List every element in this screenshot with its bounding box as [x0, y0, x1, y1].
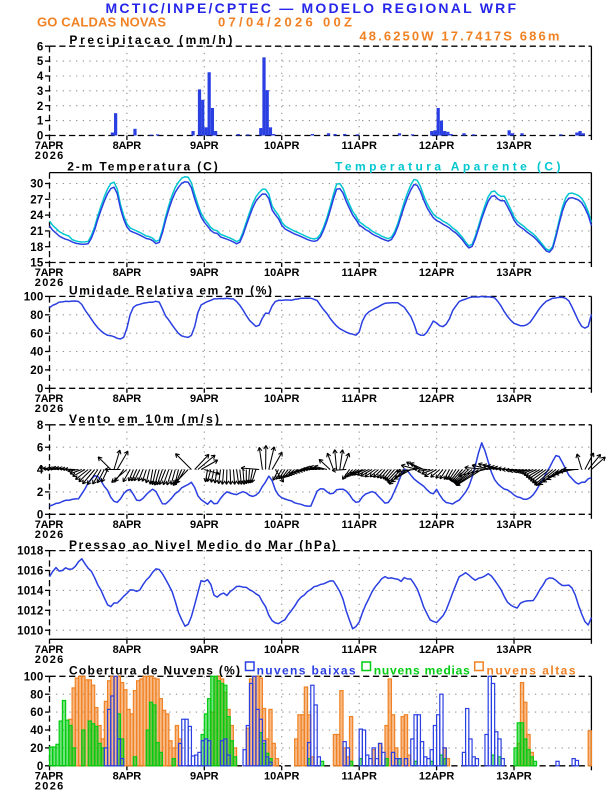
svg-text:0: 0 [37, 509, 44, 521]
svg-text:100: 100 [24, 671, 44, 683]
svg-text:20: 20 [30, 743, 43, 755]
svg-text:2026: 2026 [35, 403, 64, 415]
svg-text:07/04/2026 00Z: 07/04/2026 00Z [218, 15, 352, 30]
svg-text:2026: 2026 [35, 780, 64, 792]
svg-text:7APR: 7APR [35, 140, 64, 152]
svg-text:13APR: 13APR [496, 644, 532, 656]
svg-text:18: 18 [30, 242, 44, 254]
svg-text:13APR: 13APR [496, 770, 532, 782]
svg-text:1010: 1010 [17, 625, 43, 637]
svg-text:2026: 2026 [35, 529, 64, 541]
svg-text:nuvens medias: nuvens medias [374, 663, 470, 677]
svg-text:12APR: 12APR [419, 140, 455, 152]
svg-text:21: 21 [30, 226, 44, 238]
svg-text:100: 100 [24, 292, 44, 304]
svg-text:7APR: 7APR [35, 267, 64, 279]
svg-text:48.6250W 17.7417S 686m: 48.6250W 17.7417S 686m [359, 28, 559, 43]
svg-text:12APR: 12APR [419, 770, 455, 782]
svg-text:15: 15 [30, 258, 44, 270]
svg-text:Cobertura de Nuvens (%): Cobertura de Nuvens (%) [69, 663, 240, 677]
svg-text:9APR: 9APR [190, 519, 219, 531]
svg-text:10APR: 10APR [264, 644, 300, 656]
svg-text:1016: 1016 [17, 566, 43, 578]
svg-text:8: 8 [37, 420, 44, 432]
svg-text:9APR: 9APR [190, 140, 219, 152]
svg-text:10APR: 10APR [264, 267, 300, 279]
svg-text:7APR: 7APR [35, 519, 64, 531]
svg-text:1014: 1014 [17, 586, 44, 598]
svg-text:5: 5 [37, 56, 44, 68]
svg-text:2: 2 [37, 101, 44, 113]
svg-text:12APR: 12APR [419, 393, 455, 405]
svg-text:8APR: 8APR [113, 140, 142, 152]
svg-text:8APR: 8APR [113, 770, 142, 782]
svg-text:2-m Temperatura (C): 2-m Temperatura (C) [67, 160, 218, 174]
svg-text:11APR: 11APR [341, 770, 377, 782]
svg-text:GO CALDAS NOVAS: GO CALDAS NOVAS [37, 15, 166, 30]
svg-text:2026: 2026 [35, 277, 64, 289]
svg-text:4: 4 [37, 71, 44, 83]
svg-text:2026: 2026 [35, 150, 64, 162]
svg-text:11APR: 11APR [341, 519, 377, 531]
svg-text:Umidade Relativa em 2m (%): Umidade Relativa em 2m (%) [69, 283, 272, 297]
svg-text:1012: 1012 [17, 605, 43, 617]
svg-text:60: 60 [30, 328, 43, 340]
svg-text:12APR: 12APR [419, 519, 455, 531]
svg-text:9APR: 9APR [190, 770, 219, 782]
svg-text:12APR: 12APR [419, 644, 455, 656]
svg-text:13APR: 13APR [496, 393, 532, 405]
svg-text:3: 3 [37, 86, 44, 98]
svg-text:10APR: 10APR [264, 519, 300, 531]
svg-text:80: 80 [30, 310, 43, 322]
svg-text:8APR: 8APR [113, 519, 142, 531]
svg-text:11APR: 11APR [341, 644, 377, 656]
svg-text:80: 80 [30, 689, 43, 701]
svg-text:nuvens baixas: nuvens baixas [257, 663, 356, 677]
svg-text:2026: 2026 [35, 654, 64, 666]
svg-text:30: 30 [30, 179, 43, 191]
svg-text:12APR: 12APR [419, 267, 455, 279]
svg-text:9APR: 9APR [190, 644, 219, 656]
svg-text:40: 40 [30, 347, 43, 359]
svg-text:0: 0 [37, 131, 44, 143]
svg-text:24: 24 [30, 210, 44, 222]
svg-text:7APR: 7APR [35, 644, 64, 656]
svg-text:6: 6 [37, 442, 44, 454]
svg-text:Precipitacao (mm/h): Precipitacao (mm/h) [69, 33, 232, 47]
svg-text:27: 27 [30, 194, 43, 206]
svg-text:0: 0 [37, 761, 44, 773]
svg-text:7APR: 7APR [35, 770, 64, 782]
svg-text:40: 40 [30, 725, 43, 737]
svg-text:10APR: 10APR [264, 393, 300, 405]
svg-text:60: 60 [30, 707, 43, 719]
svg-text:1018: 1018 [17, 546, 44, 558]
svg-text:20: 20 [30, 365, 43, 377]
svg-text:9APR: 9APR [190, 393, 219, 405]
svg-text:0: 0 [37, 383, 44, 395]
svg-text:8APR: 8APR [113, 393, 142, 405]
svg-text:13APR: 13APR [496, 519, 532, 531]
svg-text:6: 6 [37, 41, 44, 53]
svg-text:9APR: 9APR [190, 267, 219, 279]
svg-text:7APR: 7APR [35, 393, 64, 405]
svg-text:11APR: 11APR [341, 393, 377, 405]
svg-text:8APR: 8APR [113, 644, 142, 656]
svg-text:nuvens altas: nuvens altas [487, 663, 576, 677]
svg-text:11APR: 11APR [341, 140, 377, 152]
svg-text:10APR: 10APR [264, 140, 300, 152]
svg-text:1: 1 [37, 116, 44, 128]
svg-text:Pressao ao Nivel Medio do Mar: Pressao ao Nivel Medio do Mar (hPa) [69, 538, 336, 552]
svg-text:8APR: 8APR [113, 267, 142, 279]
svg-text:4: 4 [37, 465, 44, 477]
svg-text:11APR: 11APR [341, 267, 377, 279]
svg-text:13APR: 13APR [496, 140, 532, 152]
svg-text:13APR: 13APR [496, 267, 532, 279]
svg-text:MCTIC/INPE/CPTEC — MODELO REGI: MCTIC/INPE/CPTEC — MODELO REGIONAL WRF [106, 0, 517, 16]
svg-text:2: 2 [37, 487, 44, 499]
svg-text:10APR: 10APR [264, 770, 300, 782]
